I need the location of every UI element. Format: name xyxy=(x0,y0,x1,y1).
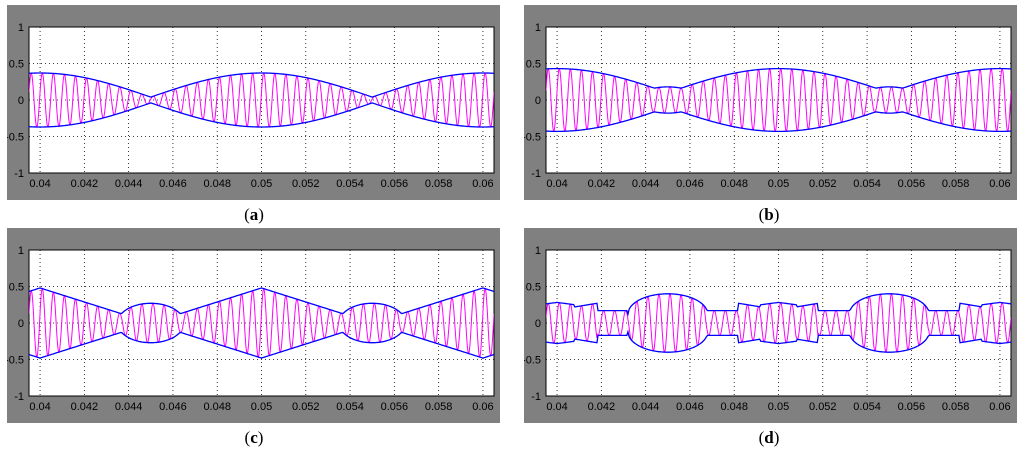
lower-envelope-line xyxy=(546,111,1011,133)
x-tick-label: 0.052 xyxy=(292,401,320,413)
chart-panel-a: 0.04 0.042 0.044 0.046 0.048 0.05 0.052 0.054 0.… xyxy=(7,5,500,200)
x-tick-label: 0.056 xyxy=(381,401,409,413)
x-tick-label: 0.052 xyxy=(292,178,320,190)
x-tick-label: 0.048 xyxy=(203,401,231,413)
y-tick-label: -1 xyxy=(14,168,24,180)
x-tick-label: 0.05 xyxy=(251,401,272,413)
x-tick-label: 0.054 xyxy=(853,178,881,190)
lower-envelope-line xyxy=(29,331,494,359)
x-tick-label: 0.056 xyxy=(381,178,409,190)
x-tick-label: 0.06 xyxy=(472,401,493,413)
y-tick-label: -0.5 xyxy=(7,355,24,367)
x-tick-label: 0.05 xyxy=(768,401,789,413)
x-tick-label: 0.05 xyxy=(768,178,789,190)
y-tick-label: -1 xyxy=(14,391,24,403)
x-tick-label: 0.046 xyxy=(676,178,704,190)
x-tick-label: 0.058 xyxy=(942,401,970,413)
x-tick-label: 0.042 xyxy=(588,178,616,190)
y-tick-label: 0 xyxy=(535,95,541,107)
y-tick-label: 0.5 xyxy=(526,59,541,71)
x-tick-label: 0.04 xyxy=(546,401,567,413)
x-tick-label: 0.04 xyxy=(29,178,50,190)
upper-envelope-line xyxy=(546,67,1011,89)
x-tick-label: 0.042 xyxy=(71,401,99,413)
y-tick-label: 0.5 xyxy=(9,59,24,71)
x-tick-label: 0.044 xyxy=(632,401,660,413)
x-tick-label: 0.054 xyxy=(336,178,364,190)
x-tick-label: 0.046 xyxy=(676,401,704,413)
y-tick-label: 1 xyxy=(535,22,541,34)
chart-d: 0.04 0.042 0.044 0.046 0.048 0.05 0.052 0.054 0.… xyxy=(524,228,1017,423)
x-tick-label: 0.046 xyxy=(159,178,187,190)
y-tick-label: 0 xyxy=(18,318,24,330)
y-tick-label: -0.5 xyxy=(524,132,541,144)
chart-panel-d: 0.04 0.042 0.044 0.046 0.048 0.05 0.052 0.054 0.… xyxy=(524,228,1017,423)
y-tick-label: -1 xyxy=(531,168,541,180)
y-tick-label: 1 xyxy=(18,245,24,257)
x-tick-label: 0.048 xyxy=(720,178,748,190)
y-tick-label: -0.5 xyxy=(7,132,24,144)
caption-letter-b: b xyxy=(764,205,774,224)
x-tick-label: 0.054 xyxy=(336,401,364,413)
lower-envelope-line xyxy=(546,329,1011,353)
chart-c: 0.04 0.042 0.044 0.046 0.048 0.05 0.052 0.054 0.… xyxy=(7,228,500,423)
chart-a: 0.04 0.042 0.044 0.046 0.048 0.05 0.052 0.054 0.… xyxy=(7,5,500,200)
x-tick-label: 0.04 xyxy=(29,401,50,413)
y-tick-label: -1 xyxy=(531,391,541,403)
signal-line xyxy=(546,292,1011,353)
caption-c: (c) xyxy=(244,428,264,447)
x-tick-label: 0.058 xyxy=(425,401,453,413)
y-tick-label: 0 xyxy=(18,95,24,107)
x-tick-label: 0.052 xyxy=(809,401,837,413)
y-tick-label: 0.5 xyxy=(526,282,541,294)
signal-line xyxy=(546,67,1011,133)
y-tick-label: 1 xyxy=(535,245,541,257)
y-tick-label: -0.5 xyxy=(524,355,541,367)
x-tick-label: 0.06 xyxy=(989,178,1010,190)
caption-a: (a) xyxy=(244,205,264,224)
x-tick-label: 0.056 xyxy=(898,401,926,413)
caption-d: (d) xyxy=(758,428,780,447)
y-tick-label: 1 xyxy=(18,22,24,34)
caption-b: (b) xyxy=(758,205,780,224)
x-tick-label: 0.042 xyxy=(588,401,616,413)
signal-line xyxy=(29,72,494,128)
x-tick-label: 0.054 xyxy=(853,401,881,413)
x-tick-label: 0.044 xyxy=(115,178,143,190)
x-tick-label: 0.048 xyxy=(720,401,748,413)
y-tick-label: 0 xyxy=(535,318,541,330)
x-tick-label: 0.058 xyxy=(942,178,970,190)
x-tick-label: 0.052 xyxy=(809,178,837,190)
y-tick-label: 0.5 xyxy=(9,282,24,294)
chart-b: 0.04 0.042 0.044 0.046 0.048 0.05 0.052 0.054 0.… xyxy=(524,5,1017,200)
x-tick-label: 0.056 xyxy=(898,178,926,190)
x-tick-label: 0.046 xyxy=(159,401,187,413)
x-tick-label: 0.044 xyxy=(115,401,143,413)
signal-line xyxy=(29,287,494,358)
x-tick-label: 0.058 xyxy=(425,178,453,190)
x-tick-label: 0.05 xyxy=(251,178,272,190)
x-tick-label: 0.044 xyxy=(632,178,660,190)
x-tick-label: 0.06 xyxy=(472,178,493,190)
upper-envelope-line xyxy=(29,287,494,315)
chart-panel-c: 0.04 0.042 0.044 0.046 0.048 0.05 0.052 0.054 0.… xyxy=(7,228,500,423)
caption-letter-a: a xyxy=(249,205,259,224)
lower-envelope-line xyxy=(29,102,494,128)
upper-envelope-line xyxy=(546,293,1011,317)
x-tick-label: 0.06 xyxy=(989,401,1010,413)
chart-panel-b: 0.04 0.042 0.044 0.046 0.048 0.05 0.052 0.054 0.… xyxy=(524,5,1017,200)
x-tick-label: 0.042 xyxy=(71,178,99,190)
caption-letter-d: d xyxy=(764,428,774,447)
x-tick-label: 0.04 xyxy=(546,178,567,190)
upper-envelope-line xyxy=(29,72,494,98)
x-tick-label: 0.048 xyxy=(203,178,231,190)
caption-letter-c: c xyxy=(250,428,258,447)
